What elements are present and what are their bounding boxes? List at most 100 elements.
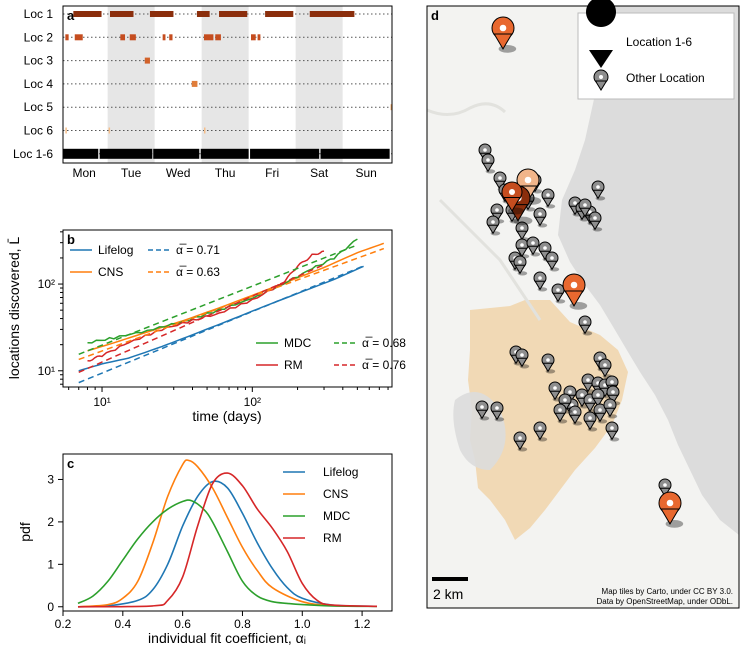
pin-dot (588, 210, 592, 214)
pin-tail (527, 245, 539, 256)
pin-dot (518, 260, 522, 264)
panel-d-map: Location 1-6 Other Location 2 km Map til… (426, 0, 740, 609)
other-location-pin (588, 211, 603, 232)
row-label: Loc 3 (24, 54, 54, 68)
map-scale-label: 2 km (433, 586, 463, 602)
pin-tail (546, 260, 558, 271)
pin-dot (520, 243, 524, 247)
panel-c-frame (62, 453, 393, 612)
pin-tail (592, 189, 604, 200)
visit-bar (200, 148, 249, 159)
visit-bar (73, 11, 102, 17)
other-location-pin (486, 215, 501, 236)
pin-tail (552, 292, 564, 303)
y-tick-label: 1 (47, 557, 54, 571)
pin-dot (593, 216, 597, 220)
pin-tail (584, 420, 596, 431)
pin-dot (531, 241, 535, 245)
pin-dot (556, 288, 560, 292)
pin-tail (534, 216, 546, 227)
visit-bar (257, 34, 261, 41)
day-label: Tue (121, 166, 142, 180)
other-location-pin (533, 421, 548, 442)
other-location-pin (583, 411, 598, 432)
legend-label: CNS (98, 265, 123, 279)
visit-bar (309, 11, 355, 17)
pin-tail (594, 412, 606, 423)
pin-dot (498, 176, 502, 180)
pdf-line-cns (77, 459, 378, 608)
row-label: Loc 6 (24, 124, 54, 138)
legend-label: α̅ = 0.76 (362, 358, 406, 372)
other-location-pin (533, 207, 548, 228)
pin-tail (476, 409, 488, 420)
panel-d-label: d (431, 8, 439, 23)
pin-dot (558, 408, 562, 412)
visit-bar (320, 148, 390, 159)
location-pin (501, 181, 524, 215)
pin-dot (586, 378, 590, 382)
other-location-pin (513, 431, 528, 452)
map-attribution-line-1: Map tiles by Carto, under CC BY 3.0. (602, 587, 733, 596)
x-tick-label: 1.0 (294, 617, 311, 631)
day-label: Fri (265, 166, 279, 180)
x-tick-label: 10¹ (93, 395, 110, 409)
pin-tail (564, 290, 584, 307)
visit-bar (251, 34, 256, 41)
pin-tail (606, 430, 618, 441)
other-location-pin (591, 180, 606, 201)
pin-tail (579, 207, 591, 218)
other-location-pin (526, 236, 541, 257)
visit-bar (162, 34, 166, 41)
panel-c-ylabel: pdf (17, 522, 33, 542)
y-tick-label: 0 (47, 600, 54, 614)
pin-tail (569, 414, 581, 425)
y-tick-label: 3 (47, 472, 54, 486)
visit-bar (149, 11, 174, 17)
pin-dot (598, 408, 602, 412)
pin-tail (554, 412, 566, 423)
other-location-pin (568, 405, 583, 426)
pin-dot (588, 416, 592, 420)
x-tick-label: 10² (244, 395, 261, 409)
pin-tail (579, 324, 591, 335)
pin-dot (568, 390, 572, 394)
panel-b-ylabel: locations discovered, L̄ (6, 237, 22, 380)
row-label: Loc 5 (24, 100, 54, 114)
pin-tail (592, 397, 604, 408)
other-location-pin (541, 188, 556, 209)
pin-tail (491, 410, 503, 421)
pin-dot (598, 356, 602, 360)
visit-bar (219, 11, 248, 17)
map-legend-secondary: Other Location (626, 71, 705, 85)
pin-dot (573, 410, 577, 414)
fit-line (78, 264, 325, 373)
pin-tail (514, 440, 526, 451)
pin-dot (546, 193, 550, 197)
x-tick-label: 1.2 (354, 617, 371, 631)
other-location-pin (515, 348, 530, 369)
pin-tail (542, 362, 554, 373)
panel-c-xlabel: individual fit coefficient, αᵢ (148, 630, 306, 646)
pin-dot (583, 203, 587, 207)
visit-bar (99, 148, 153, 159)
pin-dot (611, 390, 615, 394)
pin-dot (583, 320, 587, 324)
pin-dot (543, 246, 547, 250)
pin-dot (480, 405, 484, 409)
pin-tail (493, 33, 513, 50)
y-tick-label: 10² (38, 277, 55, 291)
pin-dot (580, 393, 584, 397)
fit-line (78, 244, 358, 355)
pin-dot (570, 281, 578, 289)
pin-dot (520, 226, 524, 230)
pin-tail (514, 264, 526, 275)
other-location-pin (513, 255, 528, 276)
pin-tail (542, 197, 554, 208)
other-location-pin (545, 251, 560, 272)
pin-dot (483, 148, 487, 152)
legend-label: MDC (323, 509, 351, 523)
visit-bar (250, 148, 320, 159)
panel-c-pdf-plot: 0.2 0.4 0.6 0.8 1.0 1.2 0 1 2 3 individual fit co… (17, 453, 393, 646)
legend-label: α̅ = 0.71 (176, 243, 220, 257)
